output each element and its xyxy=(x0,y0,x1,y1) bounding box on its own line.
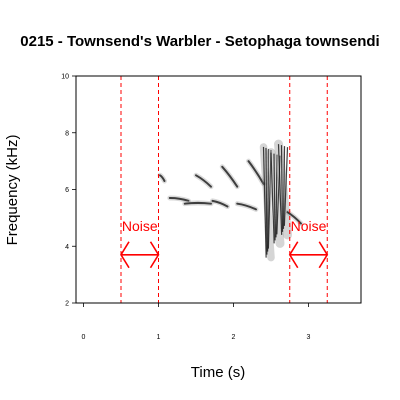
x-tick-label-1: 1 xyxy=(157,334,161,341)
chart-title: 0215 - Townsend's Warbler - Setophaga to… xyxy=(20,33,379,50)
y-axis: 2 4 6 8 10 xyxy=(61,74,76,308)
song-element-6 xyxy=(234,201,259,212)
y-tick-label-0: 2 xyxy=(65,301,69,308)
noise-label-1: Noise xyxy=(291,218,327,234)
noise-window-1: Noise xyxy=(288,76,329,303)
song-element-7 xyxy=(246,158,266,187)
x-axis: 0 1 2 3 xyxy=(82,303,311,341)
noise-arrow-1 xyxy=(288,241,329,269)
y-axis-title: Frequency (kHz) xyxy=(4,135,21,246)
song-element-11 xyxy=(285,209,304,227)
plot-area: Noise Noise xyxy=(75,75,362,304)
song-element-2 xyxy=(182,200,214,207)
song-element-10 xyxy=(274,139,292,240)
noise-window-0: Noise xyxy=(120,76,160,303)
x-axis-title: Time (s) xyxy=(191,364,245,381)
noise-arrow-0 xyxy=(120,241,160,269)
song-element-5 xyxy=(219,164,240,190)
noise-label-0: Noise xyxy=(122,218,158,234)
x-tick-label-2: 2 xyxy=(232,334,236,341)
y-tick-label-4: 10 xyxy=(61,74,69,81)
song-element-3 xyxy=(193,172,214,190)
song-element-1 xyxy=(167,195,191,204)
plot-frame xyxy=(75,75,362,304)
y-tick-label-3: 8 xyxy=(65,130,69,137)
x-tick-label-0: 0 xyxy=(82,334,86,341)
song-element-0 xyxy=(157,172,167,184)
song-element-8 xyxy=(259,143,275,262)
noise-annotations: Noise Noise xyxy=(120,76,329,303)
spectrogram-layer xyxy=(157,139,304,262)
y-tick-label-1: 4 xyxy=(65,244,69,251)
y-tick-label-2: 6 xyxy=(65,187,69,194)
song-element-4 xyxy=(210,198,230,210)
x-tick-label-3: 3 xyxy=(307,334,311,341)
